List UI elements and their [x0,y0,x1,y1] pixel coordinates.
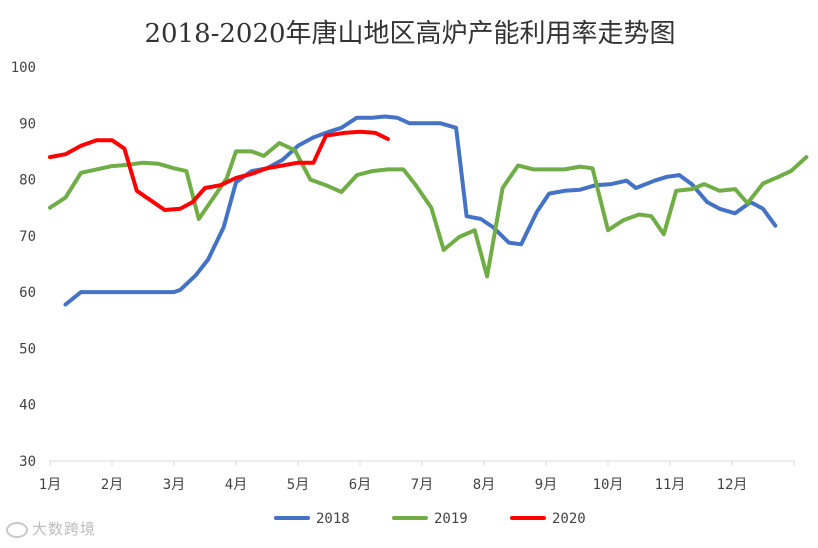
y-tick-label: 100 [11,60,36,76]
watermark-text: 大数跨境 [32,520,97,538]
x-tick-label: 9月 [535,477,557,493]
x-tick-label: 8月 [473,477,495,493]
x-tick-label: 6月 [349,477,371,493]
chart-legend: 2018 2019 2020 [274,511,586,527]
watermark: 大数跨境 [6,518,96,539]
x-tick-label: 3月 [163,477,185,493]
y-tick-label: 80 [19,173,36,189]
x-tick-label: 2月 [101,477,123,493]
y-tick-label: 90 [19,116,36,132]
x-tick-label: 4月 [225,477,247,493]
x-tick-label: 7月 [411,477,433,493]
x-tick-label: 5月 [287,477,309,493]
watermark-logo-icon [6,521,28,538]
y-tick-label: 60 [19,285,36,301]
y-tick-label: 40 [19,398,36,414]
x-tick-label: 11月 [655,477,686,493]
legend-label: 2019 [434,511,468,527]
series-line-2018 [63,114,778,307]
series-line-2020 [48,129,390,212]
x-tick-label: 12月 [717,477,748,493]
legend-label: 2020 [552,511,586,527]
y-tick-label: 70 [19,229,36,245]
y-tick-label: 50 [19,341,36,357]
x-tick-label: 1月 [39,477,61,493]
series-line-2019 [48,141,809,279]
plot-area: 30 40 50 60 70 80 90 100 1月 2月 3月 4月 5月 6月 7月 8月 9月 10月 11… [11,60,809,493]
y-tick-label: 30 [19,454,36,470]
legend-label: 2018 [316,511,350,527]
x-tick-label: 10月 [593,477,624,493]
chart-title: 2018-2020年唐山地区高炉产能利用率走势图 [144,19,675,49]
